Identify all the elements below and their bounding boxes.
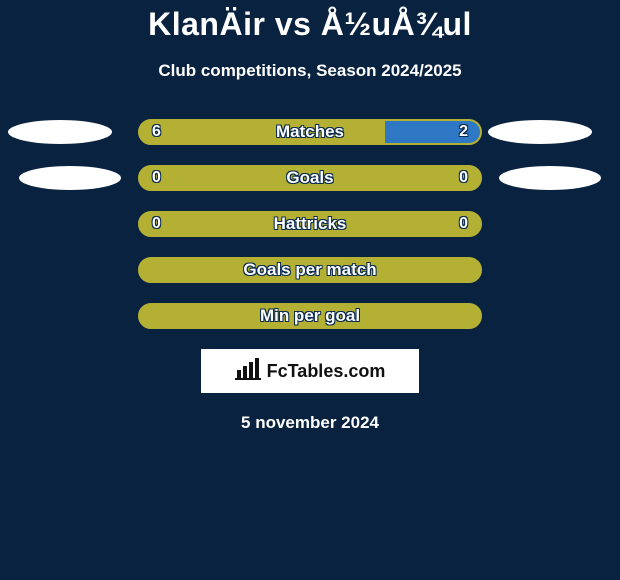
metric-label: Min per goal (260, 306, 360, 326)
bar-chart-icon (235, 358, 261, 385)
right-indicator-ellipse (499, 166, 601, 190)
left-value: 0 (152, 215, 161, 233)
row-goals-per-match: Goals per match (0, 257, 620, 283)
bar-track: 0 Hattricks 0 (138, 211, 482, 237)
metric-label: Goals per match (243, 260, 376, 280)
row-goals: 0 Goals 0 (0, 165, 620, 191)
comparison-rows: 6 Matches 2 0 Goals 0 0 Hattricks 0 (0, 119, 620, 329)
bar-left-fill (140, 121, 385, 143)
right-indicator-ellipse (488, 120, 592, 144)
row-hattricks: 0 Hattricks 0 (0, 211, 620, 237)
metric-label: Goals (286, 168, 333, 188)
page-title: KlanÄir vs Å½uÅ¾ul (0, 0, 620, 43)
logo-text: FcTables.com (267, 361, 386, 382)
left-value: 0 (152, 169, 161, 187)
bar-track: 6 Matches 2 (138, 119, 482, 145)
logo-card: FcTables.com (201, 349, 419, 393)
left-value: 6 (152, 123, 161, 141)
left-indicator-ellipse (19, 166, 121, 190)
metric-label: Matches (276, 122, 344, 142)
right-value: 2 (459, 123, 468, 141)
bar-track: Min per goal (138, 303, 482, 329)
row-min-per-goal: Min per goal (0, 303, 620, 329)
bar-track: 0 Goals 0 (138, 165, 482, 191)
bar-track: Goals per match (138, 257, 482, 283)
left-indicator-ellipse (8, 120, 112, 144)
page-subtitle: Club competitions, Season 2024/2025 (0, 61, 620, 81)
metric-label: Hattricks (274, 214, 347, 234)
right-value: 0 (459, 215, 468, 233)
right-value: 0 (459, 169, 468, 187)
footer-date: 5 november 2024 (0, 413, 620, 433)
row-matches: 6 Matches 2 (0, 119, 620, 145)
